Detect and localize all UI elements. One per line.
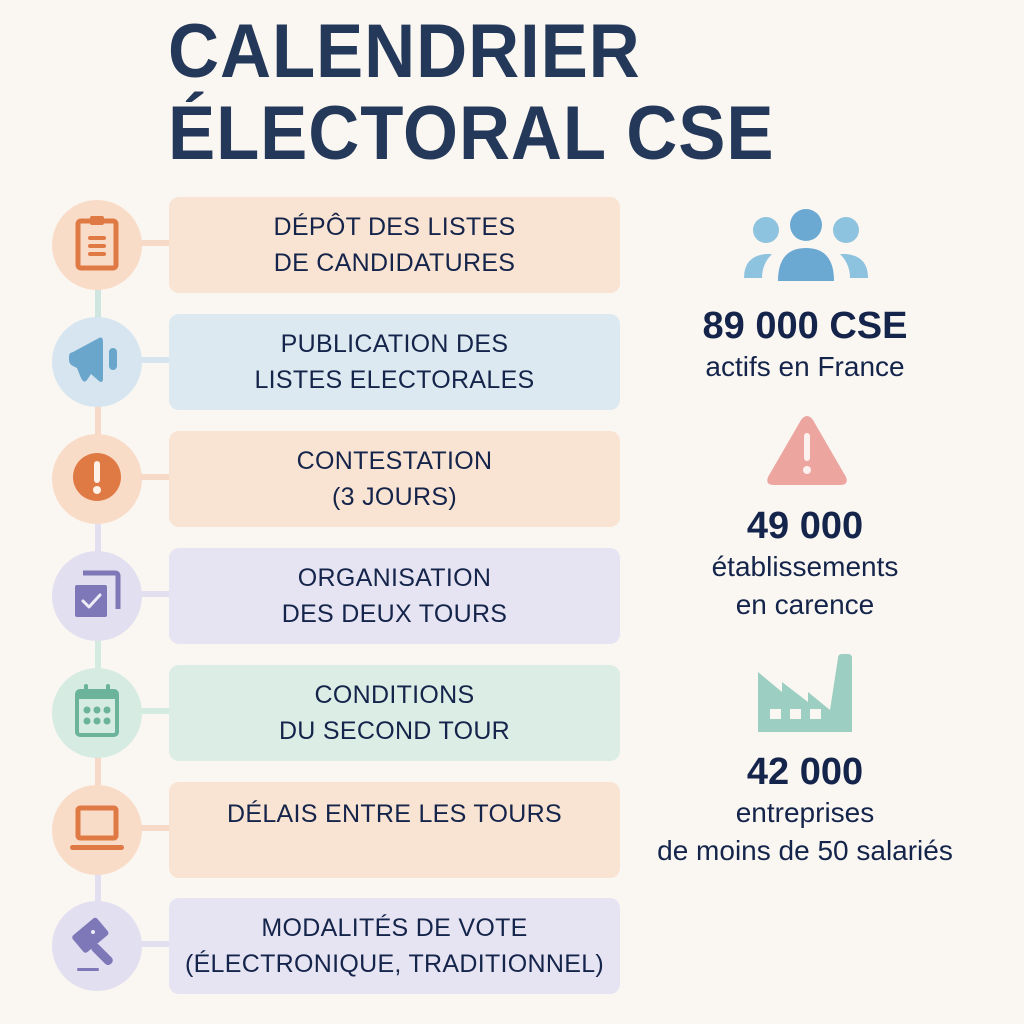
- stat-entreprises: 42 000 entreprises de moins de 50 salari…: [640, 750, 970, 870]
- step-connector: [140, 240, 172, 246]
- timeline-step-organisation: ORGANISATION DES DEUX TOURS: [52, 548, 622, 644]
- step-connector: [140, 591, 172, 597]
- timeline-step-depot-listes: DÉPÔT DES LISTES DE CANDIDATURES: [52, 197, 622, 293]
- stat-description-line-1: établissements: [711, 551, 899, 582]
- step-box: DÉLAIS ENTRE LES TOURS: [169, 782, 620, 878]
- step-icon-circle: [52, 785, 142, 875]
- stat-carence: 49 000 établissements en carence: [640, 504, 970, 624]
- step-box: MODALITÉS DE VOTE (ÉLECTRONIQUE, TRADITI…: [169, 898, 620, 994]
- step-icon-circle: [52, 901, 142, 991]
- exclamation-icon: [72, 452, 122, 507]
- stat-description-line-2: en carence: [735, 589, 875, 620]
- megaphone-icon: [69, 334, 125, 391]
- step-label-line-2: DES DEUX TOURS: [281, 600, 508, 628]
- step-connector: [140, 825, 172, 831]
- calendar-icon: [75, 683, 119, 744]
- title-line-1: CALENDRIER: [168, 9, 641, 94]
- step-connector: [140, 474, 172, 480]
- timeline-connector: [95, 870, 101, 910]
- warning-triangle-icon: [766, 415, 848, 492]
- stat-description-line-1: entreprises: [735, 797, 875, 828]
- stat-active-cse: 89 000 CSE actifs en France: [640, 304, 970, 386]
- gavel-icon: [69, 914, 125, 979]
- stat-number: 42 000: [746, 751, 864, 793]
- step-box: CONTESTATION (3 JOURS): [169, 431, 620, 527]
- step-label-line-1: MODALITÉS DE VOTE: [261, 914, 528, 942]
- step-connector: [140, 941, 172, 947]
- step-label-line-2: (ÉLECTRONIQUE, TRADITIONNEL): [184, 950, 605, 978]
- page-title: CALENDRIER ÉLECTORAL CSE: [168, 14, 774, 178]
- stat-description-line-2: de moins de 50 salariés: [657, 835, 953, 866]
- step-label-line-2: DE CANDIDATURES: [273, 249, 516, 277]
- laptop-icon: [69, 805, 125, 856]
- factory-icon: [758, 654, 854, 739]
- step-label-line-1: CONTESTATION: [296, 447, 493, 475]
- step-icon-circle: [52, 668, 142, 758]
- stat-description: actifs en France: [705, 351, 905, 382]
- step-label-line-1: DÉPÔT DES LISTES: [273, 213, 516, 241]
- timeline-connector: [95, 753, 101, 793]
- step-box: ORGANISATION DES DEUX TOURS: [169, 548, 620, 644]
- step-icon-circle: [52, 200, 142, 290]
- step-box: CONDITIONS DU SECOND TOUR: [169, 665, 620, 761]
- step-connector: [140, 708, 172, 714]
- step-icon-circle: [52, 434, 142, 524]
- step-icon-circle: [52, 317, 142, 407]
- stat-number: 49 000: [746, 505, 864, 547]
- people-group-icon: [744, 208, 868, 287]
- step-label-line-2: (3 JOURS): [332, 483, 457, 511]
- step-box: PUBLICATION DES LISTES ELECTORALES: [169, 314, 620, 410]
- timeline-connector: [95, 285, 101, 325]
- timeline-step-contestation: CONTESTATION (3 JOURS): [52, 431, 622, 527]
- title-line-2: ÉLECTORAL CSE: [168, 91, 775, 176]
- step-box: DÉPÔT DES LISTES DE CANDIDATURES: [169, 197, 620, 293]
- stat-number: 89 000 CSE: [702, 305, 908, 347]
- step-icon-circle: [52, 551, 142, 641]
- timeline-connector: [95, 636, 101, 676]
- checkbox-icon: [73, 569, 121, 624]
- step-label-line-2: LISTES ELECTORALES: [254, 366, 535, 394]
- timeline-connector: [95, 519, 101, 559]
- clipboard-icon: [75, 215, 119, 276]
- step-label-line-1: DÉLAIS ENTRE LES TOURS: [227, 800, 562, 828]
- timeline-step-conditions-second-tour: CONDITIONS DU SECOND TOUR: [52, 665, 622, 761]
- step-label-line-2: DU SECOND TOUR: [278, 717, 511, 745]
- step-connector: [140, 357, 172, 363]
- step-label-line-1: PUBLICATION DES: [280, 330, 509, 358]
- timeline-step-modalites-vote: MODALITÉS DE VOTE (ÉLECTRONIQUE, TRADITI…: [52, 898, 622, 994]
- timeline-connector: [95, 402, 101, 442]
- step-label-line-1: CONDITIONS: [314, 681, 475, 709]
- timeline-step-delais-tours: DÉLAIS ENTRE LES TOURS: [52, 782, 622, 878]
- step-label-line-1: ORGANISATION: [297, 564, 492, 592]
- timeline-step-publication-listes: PUBLICATION DES LISTES ELECTORALES: [52, 314, 622, 410]
